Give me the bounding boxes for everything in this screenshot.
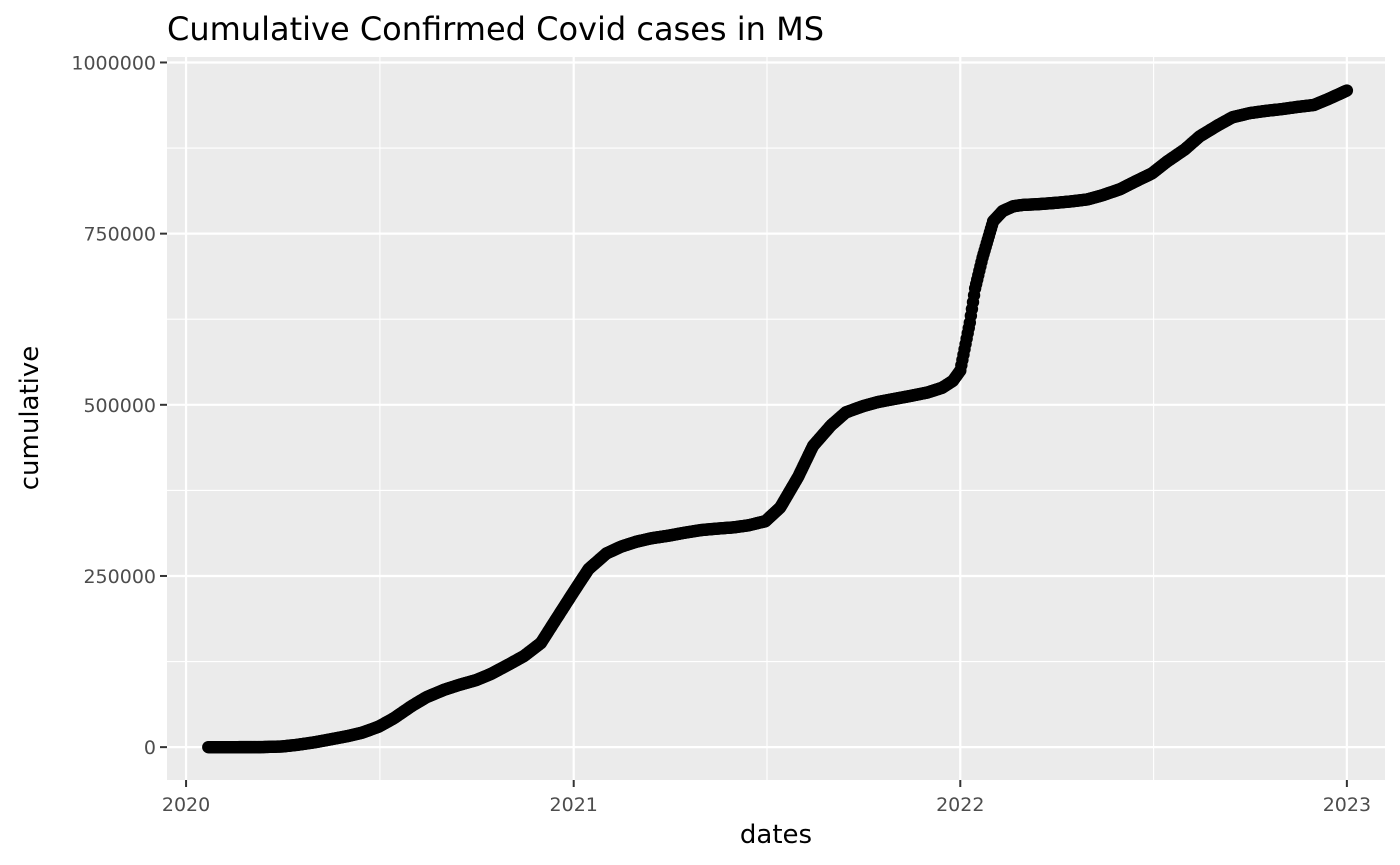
x-tick-label: 2020 [162, 794, 210, 816]
data-points [202, 84, 1354, 754]
y-tick-label: 750000 [83, 224, 156, 246]
y-axis-label: cumulative [15, 346, 45, 491]
y-tick-label: 1000000 [71, 52, 156, 74]
y-tick-label: 250000 [83, 566, 156, 588]
x-axis: 2020 2021 2022 2023 [162, 780, 1371, 816]
y-axis: 0 250000 500000 750000 1000000 [71, 52, 167, 759]
plot-panel [167, 57, 1385, 780]
x-axis-label: dates [740, 820, 812, 850]
x-tick-label: 2023 [1323, 794, 1371, 816]
data-point [1340, 84, 1354, 97]
x-tick-label: 2021 [550, 794, 598, 816]
chart-title: Cumulative Confirmed Covid cases in MS [167, 10, 824, 48]
y-tick-label: 0 [144, 737, 156, 759]
x-tick-label: 2022 [936, 794, 984, 816]
y-tick-label: 500000 [83, 395, 156, 417]
grid-major [167, 57, 1385, 780]
